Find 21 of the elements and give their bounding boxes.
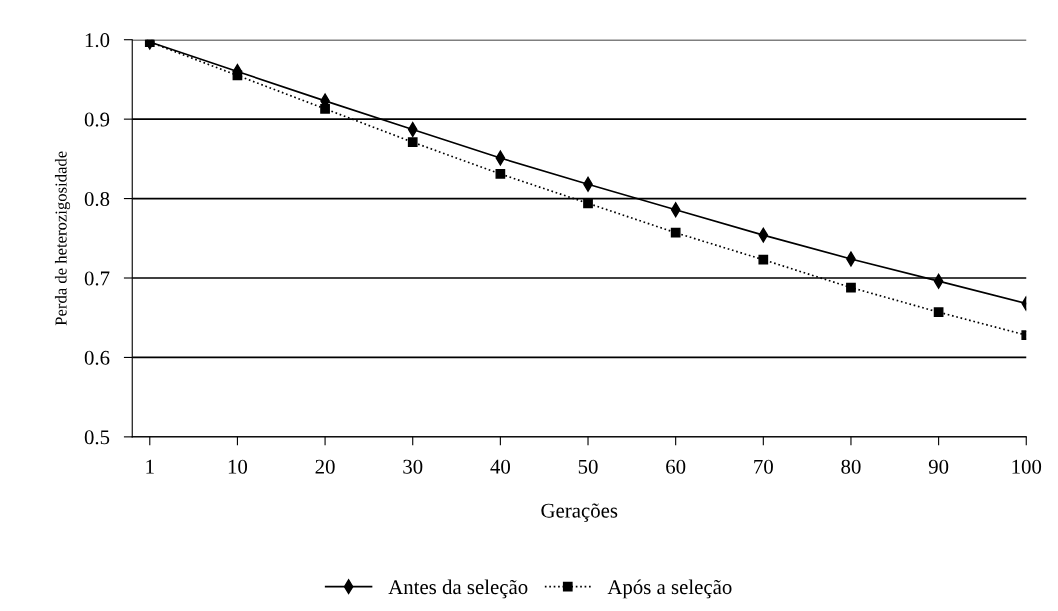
x-tick-label: 80 xyxy=(841,459,861,474)
y-tick-label: 0.7 xyxy=(84,271,110,286)
y-axis-title: Perda de heterozigosidade xyxy=(54,151,71,326)
y-tick-label: 0.5 xyxy=(84,430,110,445)
x-tick-label: 1 xyxy=(146,459,154,474)
x-tick-label: 30 xyxy=(403,459,423,474)
x-tick-label: 50 xyxy=(578,459,598,474)
x-tick-label: 10 xyxy=(228,459,248,474)
y-tick-label: 0.8 xyxy=(84,191,110,207)
y-tick-label: 0.6 xyxy=(84,350,110,365)
legend-label: Antes da seleção xyxy=(388,579,528,599)
x-axis-title: Gerações xyxy=(541,503,618,522)
y-tick-label: 0.9 xyxy=(84,112,110,127)
x-tick-label: 100 xyxy=(1012,459,1042,474)
x-tick-label: 70 xyxy=(754,459,773,474)
x-tick-label: 60 xyxy=(666,459,686,474)
y-tick-label: 1.0 xyxy=(85,33,110,48)
x-tick-label: 90 xyxy=(928,459,949,474)
x-tick-label: 40 xyxy=(490,459,510,474)
legend-label: Após a seleção xyxy=(607,579,732,599)
x-tick-label: 20 xyxy=(315,459,335,474)
